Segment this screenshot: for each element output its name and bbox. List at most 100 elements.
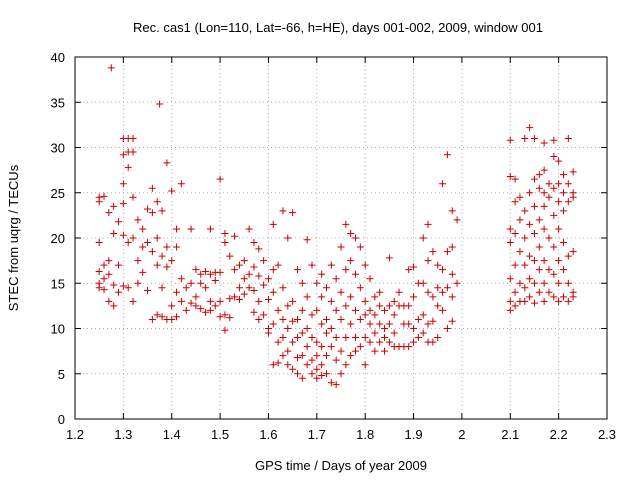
data-point bbox=[559, 266, 567, 274]
data-point bbox=[521, 297, 529, 305]
data-point bbox=[173, 313, 181, 321]
data-point bbox=[535, 171, 543, 179]
data-point bbox=[356, 315, 364, 323]
data-point bbox=[559, 293, 567, 301]
data-point bbox=[158, 284, 166, 292]
data-point bbox=[313, 338, 321, 346]
data-point bbox=[168, 302, 176, 310]
data-point bbox=[443, 325, 451, 332]
data-point bbox=[284, 361, 292, 369]
data-point bbox=[139, 243, 147, 251]
data-point bbox=[361, 361, 369, 369]
data-point bbox=[448, 207, 456, 215]
y-tick-label: 20 bbox=[51, 231, 65, 246]
data-point bbox=[202, 267, 210, 275]
data-point bbox=[293, 266, 301, 274]
data-point bbox=[540, 225, 548, 233]
data-point bbox=[129, 297, 137, 305]
data-point bbox=[124, 163, 132, 171]
data-point bbox=[530, 299, 538, 307]
data-point bbox=[540, 139, 548, 147]
y-tick-label: 10 bbox=[51, 322, 65, 337]
data-point bbox=[95, 267, 103, 275]
grid-lines bbox=[75, 57, 607, 419]
data-point bbox=[313, 374, 321, 382]
data-point bbox=[260, 311, 268, 319]
data-point bbox=[506, 306, 514, 314]
data-point bbox=[313, 306, 321, 314]
data-point bbox=[105, 270, 113, 278]
y-tick-label: 35 bbox=[51, 95, 65, 110]
data-point bbox=[453, 279, 461, 287]
data-point bbox=[192, 293, 200, 301]
x-axis-title: GPS time / Days of year 2009 bbox=[255, 458, 427, 473]
data-point bbox=[429, 338, 437, 346]
data-point bbox=[216, 175, 224, 183]
data-point bbox=[390, 311, 398, 319]
data-point bbox=[376, 338, 384, 346]
data-point bbox=[293, 370, 301, 378]
data-point bbox=[274, 359, 282, 367]
data-point bbox=[540, 279, 548, 287]
data-point bbox=[550, 293, 558, 301]
data-point bbox=[298, 306, 306, 314]
data-point bbox=[129, 234, 137, 242]
data-point bbox=[105, 257, 113, 265]
data-point bbox=[293, 315, 301, 323]
data-point bbox=[177, 297, 185, 305]
data-point bbox=[540, 257, 548, 265]
data-point bbox=[274, 338, 282, 346]
data-point bbox=[385, 320, 393, 328]
data-point bbox=[197, 305, 205, 313]
data-point bbox=[177, 275, 185, 283]
data-point bbox=[526, 220, 534, 228]
data-point bbox=[197, 270, 205, 278]
data-point bbox=[303, 325, 311, 332]
data-point bbox=[530, 202, 538, 210]
data-point bbox=[293, 334, 301, 342]
data-points bbox=[95, 64, 577, 389]
data-point bbox=[516, 193, 524, 201]
data-point bbox=[264, 275, 272, 283]
data-point bbox=[332, 275, 340, 283]
data-point bbox=[337, 243, 345, 251]
data-point bbox=[521, 261, 529, 269]
data-point bbox=[322, 370, 330, 378]
data-point bbox=[279, 334, 287, 342]
data-point bbox=[245, 225, 253, 233]
data-point bbox=[313, 352, 321, 360]
data-point bbox=[337, 370, 345, 378]
data-point bbox=[381, 347, 389, 355]
data-point bbox=[410, 325, 418, 332]
data-point bbox=[313, 279, 321, 287]
data-point bbox=[434, 334, 442, 342]
data-point bbox=[158, 252, 166, 260]
data-point bbox=[361, 311, 369, 319]
data-point bbox=[250, 239, 258, 247]
data-point bbox=[240, 257, 248, 265]
data-point bbox=[245, 270, 253, 278]
data-point bbox=[144, 239, 152, 247]
data-point bbox=[260, 257, 268, 265]
data-point bbox=[535, 243, 543, 251]
data-point bbox=[352, 347, 360, 355]
data-point bbox=[95, 284, 103, 292]
data-point bbox=[156, 100, 164, 108]
x-tick-label: 2.3 bbox=[598, 427, 616, 442]
data-point bbox=[168, 187, 176, 195]
data-point bbox=[105, 297, 113, 305]
data-point bbox=[279, 352, 287, 360]
data-point bbox=[119, 151, 127, 159]
data-point bbox=[424, 320, 432, 328]
data-point bbox=[298, 279, 306, 287]
data-point bbox=[439, 306, 447, 314]
data-point bbox=[555, 257, 563, 265]
data-point bbox=[550, 270, 558, 278]
data-point bbox=[550, 184, 558, 192]
data-point bbox=[264, 329, 272, 337]
data-point bbox=[289, 338, 297, 346]
data-point bbox=[443, 151, 451, 159]
data-point bbox=[119, 200, 127, 208]
data-point bbox=[100, 192, 108, 200]
